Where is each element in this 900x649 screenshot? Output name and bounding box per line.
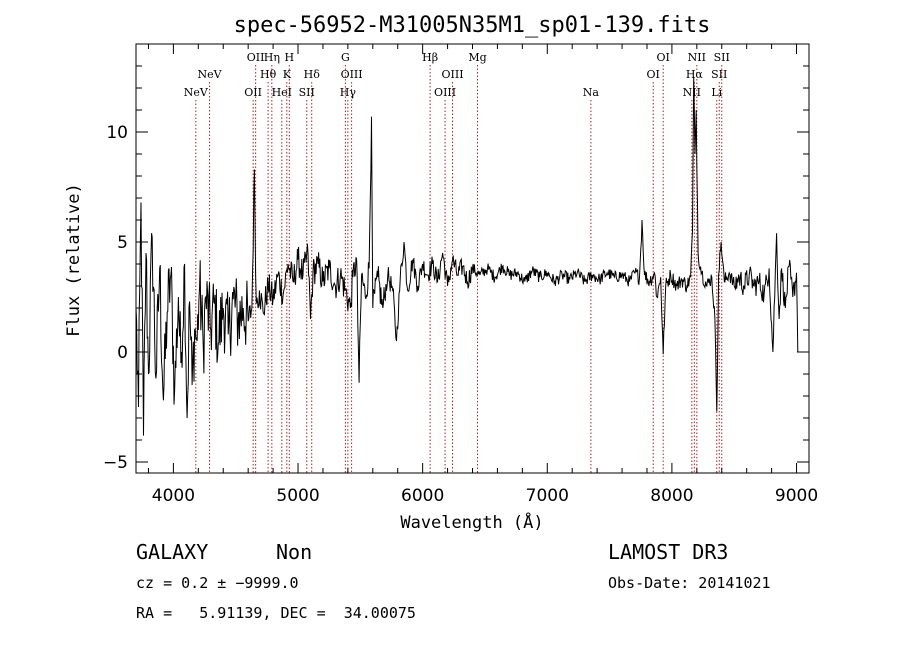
y-tick-label-1: 0 (117, 343, 128, 363)
line-label-10: Hδ (304, 68, 321, 81)
line-label-18: Na (583, 86, 600, 99)
line-label-26: SII (714, 51, 730, 64)
line-label-23: NII (688, 51, 706, 64)
line-label-25: SII (711, 68, 727, 81)
line-label-6: HeI (272, 86, 292, 99)
x-tick-label-0: 4000 (152, 486, 195, 506)
x-tick-label-5: 9000 (775, 486, 818, 506)
observation-date: Obs-Date: 20141021 (608, 574, 771, 592)
chart-title: spec-56952-M31005N35M1_sp01-139.fits (234, 13, 711, 38)
x-tick-label-2: 6000 (401, 486, 444, 506)
line-label-24: Li (711, 86, 722, 99)
object-class: GALAXY (136, 540, 209, 564)
x-axis-label: Wavelength (Å) (400, 511, 543, 533)
line-label-22: Hα (686, 68, 704, 81)
line-label-11: G (341, 51, 350, 64)
line-label-8: H (284, 51, 294, 64)
line-label-12: Hγ (340, 86, 357, 99)
line-label-15: OIII (434, 86, 456, 99)
line-label-14: Hβ (422, 51, 438, 64)
line-label-2: OII (244, 86, 262, 99)
x-tick-label-3: 7000 (526, 486, 569, 506)
line-label-13: OIII (341, 68, 363, 81)
y-tick-label-0: −5 (103, 453, 128, 473)
line-label-4: Hθ (260, 68, 277, 81)
survey-name: LAMOST DR3 (608, 540, 729, 564)
line-label-21: NII (683, 86, 701, 99)
line-label-0: NeV (184, 86, 209, 99)
y-tick-label-2: 5 (117, 233, 128, 253)
x-axis-ticks: 4000 5000 6000 7000 8000 9000 (147, 44, 818, 506)
line-label-9: SII (299, 86, 315, 99)
line-label-5: Hη (264, 51, 280, 64)
y-axis-ticks: −5 0 5 10 (103, 65, 809, 473)
spectral-line-labels: NeV NeV OII OII Hθ Hη HeI KH SII Hδ G Hγ OIII Hβ OIII O… (184, 51, 730, 99)
y-axis-label: Flux (relative) (64, 183, 84, 337)
line-label-19: OI (647, 68, 660, 81)
x-tick-label-1: 5000 (276, 486, 319, 506)
line-label-17: Mg (468, 51, 486, 64)
line-label-7: K (283, 68, 292, 81)
redshift-readout: cz = 0.2 ± −9999.0 (136, 574, 299, 592)
line-label-16: OIII (442, 68, 464, 81)
line-label-1: NeV (197, 68, 222, 81)
spectrum-series-line (135, 76, 799, 436)
plot-frame (135, 43, 810, 474)
object-subclass: Non (276, 540, 313, 564)
line-label-20: OI (656, 51, 669, 64)
x-tick-label-4: 8000 (650, 486, 693, 506)
y-tick-label-3: 10 (106, 123, 128, 143)
line-label-3: OII (247, 51, 265, 64)
coordinates-readout: RA = 5.91139, DEC = 34.00075 (136, 604, 416, 622)
